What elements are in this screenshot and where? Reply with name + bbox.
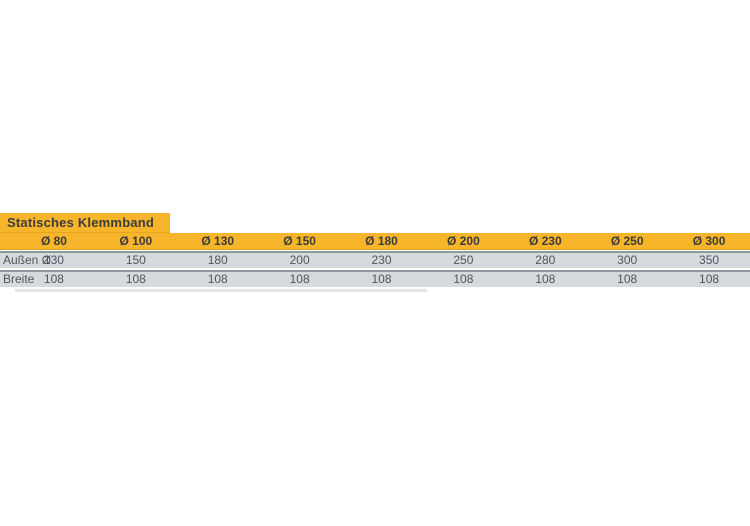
table-cell: 108 bbox=[289, 272, 310, 286]
table-row-aussen: Außen Ø 130 150 180 200 230 250 280 300 … bbox=[0, 251, 750, 268]
column-header: Ø 300 bbox=[692, 234, 726, 248]
row-label: Außen Ø bbox=[3, 253, 52, 267]
table-cell: 108 bbox=[371, 272, 392, 286]
table-cell: 250 bbox=[453, 253, 474, 267]
table-cell: 108 bbox=[453, 272, 474, 286]
table-cell: 108 bbox=[617, 272, 638, 286]
column-header: Ø 200 bbox=[447, 234, 480, 248]
table-header-row: Ø 80 Ø 100 Ø 130 Ø 150 Ø 180 Ø 200 Ø 230… bbox=[0, 233, 750, 250]
table-row-breite: Breite 108 108 108 108 108 108 108 108 1… bbox=[0, 270, 750, 287]
table-cell: 108 bbox=[699, 272, 720, 286]
table-cell: 350 bbox=[699, 253, 720, 267]
table-title: Statisches Klemmband bbox=[7, 215, 155, 230]
table-cell: 108 bbox=[535, 272, 556, 286]
table-cell: 108 bbox=[43, 272, 64, 286]
table-cell: 150 bbox=[125, 253, 146, 267]
table-cell: 200 bbox=[289, 253, 310, 267]
table-cell: 130 bbox=[43, 253, 64, 267]
column-header: Ø 180 bbox=[365, 234, 398, 248]
column-header: Ø 80 bbox=[40, 234, 67, 248]
column-header: Ø 250 bbox=[610, 234, 644, 248]
table-title-tab: Statisches Klemmband bbox=[0, 213, 170, 233]
next-table-edge bbox=[15, 289, 427, 292]
table-cell: 300 bbox=[617, 253, 638, 267]
column-header: Ø 150 bbox=[283, 234, 316, 248]
column-header: Ø 130 bbox=[201, 234, 235, 248]
row-label: Breite bbox=[3, 272, 35, 286]
table-cell: 108 bbox=[207, 272, 228, 286]
table-cell: 180 bbox=[207, 253, 228, 267]
column-header: Ø 230 bbox=[528, 234, 562, 248]
column-header: Ø 100 bbox=[119, 234, 153, 248]
table-cell: 108 bbox=[125, 272, 146, 286]
table-cell: 230 bbox=[371, 253, 392, 267]
spec-table: Statisches Klemmband Ø 80 Ø 100 Ø 130 Ø … bbox=[0, 213, 750, 292]
table-cell: 280 bbox=[535, 253, 556, 267]
